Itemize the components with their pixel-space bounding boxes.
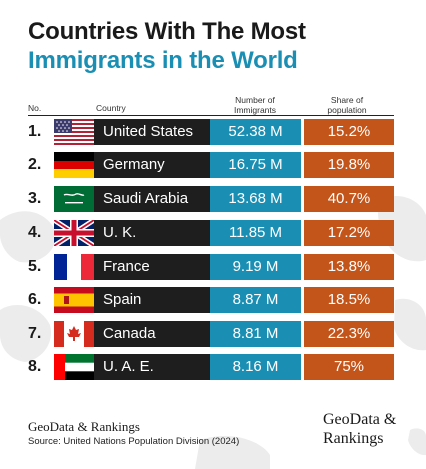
- share-value: 40.7%: [304, 186, 394, 212]
- immigrants-value: 9.19 M: [210, 254, 301, 280]
- rank-label: 7.: [28, 325, 42, 342]
- header-country: Country: [96, 103, 126, 113]
- germany-flag-icon: [54, 152, 94, 178]
- title-line-1: Countries With The Most: [28, 18, 306, 45]
- table-row: 7. Canada 8.81 M 22.3%: [28, 321, 398, 347]
- share-value: 15.2%: [304, 119, 394, 145]
- rank-label: 1.: [28, 123, 42, 140]
- table-row: 6. Spain 8.87 M 18.5%: [28, 287, 398, 313]
- spain-flag-icon: [54, 287, 94, 313]
- immigrants-value: 8.16 M: [210, 354, 301, 380]
- brand-right-line2: Rankings: [323, 430, 384, 447]
- saudi-arabia-flag-icon: [54, 186, 94, 212]
- uae-flag-icon: [54, 354, 94, 380]
- title-line-2: Immigrants in the World: [28, 47, 298, 74]
- country-name: France: [103, 258, 150, 275]
- header-share-line1: Share of: [330, 95, 364, 105]
- country-name: Germany: [103, 156, 165, 173]
- header-number-of-immigrants: Number of Immigrants: [210, 95, 300, 115]
- header-no: No.: [28, 103, 42, 113]
- table-row: 5. France 9.19 M 13.8%: [28, 254, 398, 280]
- country-cell: U. K.: [54, 220, 234, 246]
- share-value: 75%: [304, 354, 394, 380]
- share-value: 17.2%: [304, 220, 394, 246]
- country-cell: U. A. E.: [54, 354, 234, 380]
- table-row: 1. United States 52.38 M 15.: [28, 119, 398, 145]
- brand-name-left: GeoData & Rankings: [28, 419, 140, 434]
- rank-label: 8.: [28, 358, 42, 375]
- uk-flag-icon: [54, 220, 94, 246]
- share-value: 18.5%: [304, 287, 394, 313]
- country-name: U. A. E.: [103, 358, 154, 375]
- country-cell: Spain: [54, 287, 234, 313]
- header-num-line2: Immigrants: [233, 104, 277, 115]
- country-cell: Canada: [54, 321, 234, 347]
- country-name: U. K.: [103, 224, 137, 241]
- share-value: 19.8%: [304, 152, 394, 178]
- immigrants-value: 16.75 M: [210, 152, 301, 178]
- header-num-line1: Number of: [235, 95, 275, 105]
- rank-label: 5.: [28, 258, 42, 275]
- country-name: Spain: [103, 291, 142, 308]
- immigrants-value: 11.85 M: [210, 220, 301, 246]
- rank-label: 2.: [28, 156, 42, 173]
- immigrants-value: 52.38 M: [210, 119, 301, 145]
- country-name: Canada: [103, 325, 156, 342]
- share-value: 13.8%: [304, 254, 394, 280]
- country-name: United States: [103, 123, 194, 140]
- table-row: 2. Germany 16.75 M 19.8%: [28, 152, 398, 178]
- header-share-of-population: Share of population: [302, 95, 392, 115]
- share-value: 22.3%: [304, 321, 394, 347]
- table-row: 3. Saudi Arabia 13.68 M 40.7%: [28, 186, 398, 212]
- brand-right-line1: GeoData &: [323, 411, 397, 428]
- rank-label: 4.: [28, 224, 42, 241]
- rank-label: 3.: [28, 190, 42, 207]
- us-flag-icon: [54, 119, 94, 145]
- country-cell: United States: [54, 119, 234, 145]
- rank-label: 6.: [28, 291, 42, 308]
- brand-logo-right: GeoData & Rankings: [323, 410, 413, 448]
- table-row: 4. U. K. 11.85 M 17.2%: [28, 220, 398, 246]
- country-cell: Germany: [54, 152, 234, 178]
- header-share-line2: population: [327, 104, 367, 115]
- table-row: 8. U. A. E. 8.16 M 75%: [28, 354, 398, 380]
- immigrants-value: 8.81 M: [210, 321, 301, 347]
- country-cell: Saudi Arabia: [54, 186, 234, 212]
- immigrants-value: 8.87 M: [210, 287, 301, 313]
- france-flag-icon: [54, 254, 94, 280]
- country-cell: France: [54, 254, 234, 280]
- header-divider: [28, 115, 394, 116]
- immigrants-value: 13.68 M: [210, 186, 301, 212]
- source-note: Source: United Nations Population Divisi…: [28, 436, 240, 447]
- canada-flag-icon: [54, 321, 94, 347]
- country-name: Saudi Arabia: [103, 190, 189, 207]
